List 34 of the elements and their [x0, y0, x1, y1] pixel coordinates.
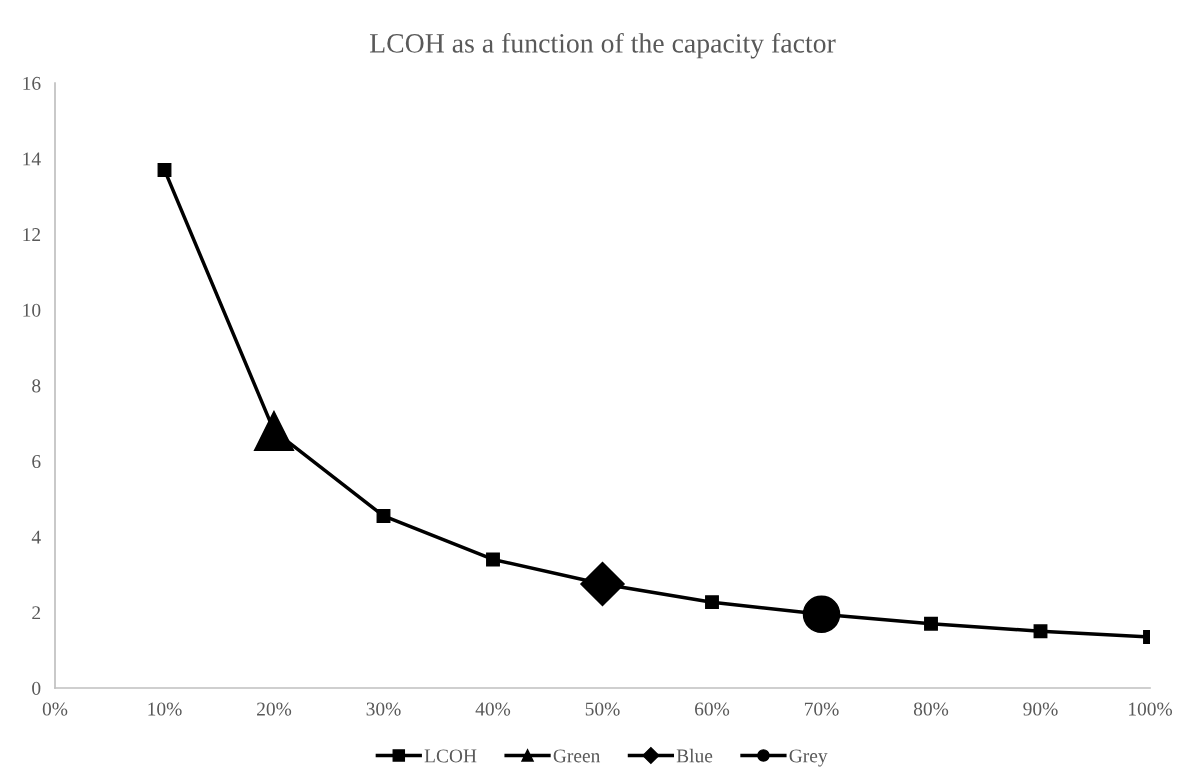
- x-tick-label: 60%: [695, 702, 730, 716]
- x-tick-label: 50%: [585, 702, 620, 716]
- y-tick-label: 0: [32, 681, 41, 695]
- point: [376, 509, 391, 523]
- point: [253, 410, 295, 452]
- point: [705, 595, 719, 610]
- x-tick-label: 30%: [366, 702, 401, 716]
- y-tick-label: 6: [32, 455, 41, 469]
- y-tick-label: 12: [23, 228, 41, 241]
- x-tick-label: 80%: [913, 702, 949, 716]
- y-tick-label: 4: [31, 530, 41, 544]
- y-tick-label: 14: [23, 152, 41, 166]
- x-tick-label: 90%: [1023, 702, 1058, 716]
- legend-label: Grey: [789, 749, 828, 767]
- x-tick-label: 40%: [475, 702, 511, 716]
- point: [802, 595, 841, 634]
- chart-title: LCOH as a function of the capacity factor: [369, 32, 836, 59]
- x-tick-label: 70%: [804, 702, 839, 716]
- x-tick-label: 10%: [148, 702, 182, 716]
- y-tick-label: 10: [23, 303, 41, 317]
- y-tick-label: 2: [32, 606, 41, 620]
- y-tick-label: 8: [32, 379, 41, 393]
- legend-label: LCOH: [424, 749, 477, 763]
- point: [157, 163, 172, 177]
- legend-label: Green: [553, 749, 601, 763]
- point: [580, 561, 625, 607]
- point: [486, 552, 500, 567]
- point: [1033, 624, 1048, 639]
- y-tick-label: 16: [23, 76, 41, 90]
- x-tick-label: 0%: [42, 702, 68, 716]
- x-tick-label: 20%: [257, 702, 292, 716]
- x-tick-label: 100%: [1129, 702, 1173, 716]
- point: [924, 616, 938, 631]
- legend-label: Blue: [676, 748, 713, 763]
